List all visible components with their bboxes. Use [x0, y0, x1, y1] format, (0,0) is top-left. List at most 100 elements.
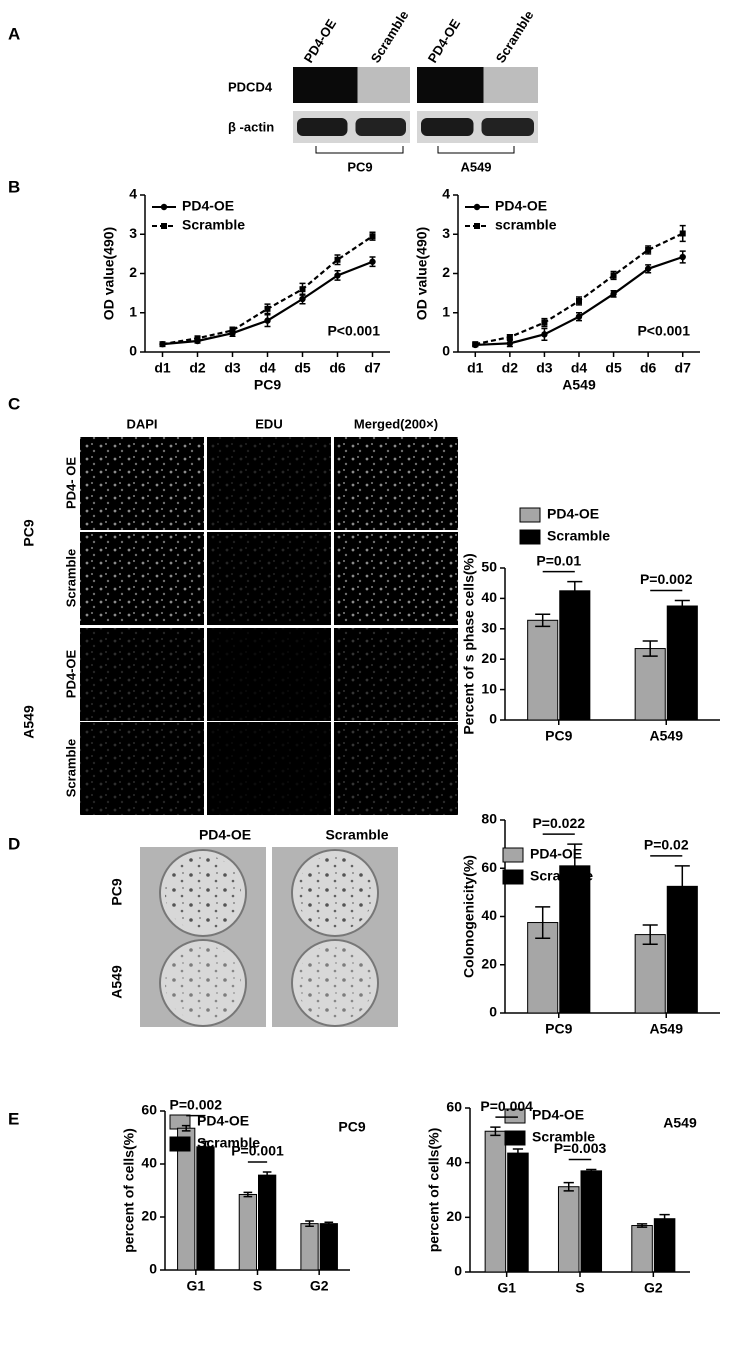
point: [194, 335, 201, 342]
y-tick-label: 4: [442, 186, 450, 202]
bar: [196, 1146, 215, 1271]
bar: [557, 1186, 580, 1273]
bar: [559, 865, 591, 1014]
y-tick-label: 40: [481, 907, 497, 923]
error-bar: [262, 1171, 272, 1180]
image-row-label: Scramble: [63, 549, 78, 608]
x-tick-label: G1: [497, 1280, 516, 1296]
y-axis-label: OD value(490): [101, 227, 117, 320]
image-column-label: DAPI: [126, 416, 157, 431]
fluorescence-cells: [334, 722, 458, 815]
x-tick-label: G2: [644, 1280, 663, 1296]
point: [369, 258, 376, 265]
colonies: [165, 945, 241, 1021]
legend-label: PD4-OE: [532, 1107, 584, 1123]
y-tick-label: 20: [446, 1208, 462, 1224]
x-axis-label: A549: [562, 377, 596, 393]
x-axis-label: PC9: [254, 377, 281, 393]
y-tick-label: 0: [149, 1261, 157, 1277]
error-bar: [490, 1126, 501, 1137]
point: [576, 297, 582, 304]
x-tick-label: d7: [675, 360, 692, 376]
image-group-label: A549: [21, 705, 37, 739]
y-tick-label: 50: [481, 559, 497, 575]
image-row-label: PD4-OE: [63, 649, 78, 698]
legend-label: PD4-OE: [182, 198, 234, 214]
x-tick-label: G2: [310, 1278, 329, 1294]
bar: [634, 648, 666, 721]
point: [645, 246, 652, 253]
p-value: P=0.003: [554, 1140, 607, 1156]
x-tick-label: S: [253, 1278, 262, 1294]
y-tick-label: 1: [129, 303, 137, 319]
image-column-label: EDU: [255, 416, 282, 431]
p-value: P=0.002: [170, 1096, 223, 1112]
image-row-label: PC9: [109, 878, 125, 905]
x-tick-label: PC9: [545, 728, 572, 744]
blot-band: [355, 118, 406, 136]
x-tick-label: d5: [294, 360, 311, 376]
fluorescence-cells: [207, 628, 331, 721]
x-tick-label: d2: [502, 360, 519, 376]
fluorescence-cells: [334, 437, 458, 530]
x-tick-label: d3: [536, 360, 553, 376]
legend-label: PD4-OE: [197, 1113, 249, 1129]
p-value: P<0.001: [327, 323, 380, 339]
p-value: P=0.022: [532, 815, 585, 831]
p-value: P=0.004: [480, 1098, 533, 1114]
point: [334, 256, 341, 263]
error-bar: [567, 580, 583, 601]
point: [610, 272, 617, 279]
blot-band: [417, 67, 484, 103]
fluorescence-cells: [80, 532, 204, 625]
fluorescence-cells: [80, 437, 204, 530]
legend-label: Scramble: [532, 1129, 595, 1145]
x-tick-label: d7: [364, 360, 381, 376]
y-tick-label: 0: [442, 343, 450, 359]
fluorescence-cells: [207, 437, 331, 530]
legend-label: PD4-OE: [495, 198, 547, 214]
y-tick-label: 2: [129, 264, 137, 280]
error-bar: [659, 1213, 670, 1224]
point: [334, 272, 341, 279]
bar: [300, 1223, 319, 1271]
point: [679, 230, 686, 237]
x-tick-label: d1: [154, 360, 171, 376]
x-tick-label: S: [575, 1280, 584, 1296]
y-tick-label: 0: [489, 1004, 497, 1020]
error-bar: [674, 865, 690, 908]
panel-label: E: [8, 1109, 19, 1128]
colonies: [297, 855, 373, 931]
error-bar: [305, 1220, 314, 1228]
fluorescence-cells: [80, 628, 204, 721]
blot-band: [481, 118, 534, 136]
bar: [631, 1225, 653, 1273]
error-bar: [512, 1148, 524, 1158]
x-tick-label: A549: [650, 728, 684, 744]
legend-swatch: [519, 529, 541, 545]
point: [644, 265, 652, 272]
group-bracket: [315, 146, 404, 154]
x-tick-label: d1: [467, 360, 484, 376]
panel-label: B: [8, 177, 20, 196]
p-value: P=0.01: [536, 552, 581, 568]
image-group-label: PC9: [21, 519, 37, 546]
x-tick-label: d2: [189, 360, 206, 376]
blot-band: [293, 67, 358, 103]
y-tick-label: 10: [481, 680, 497, 696]
x-tick-label: d5: [605, 360, 622, 376]
point: [610, 290, 617, 298]
bar: [319, 1223, 338, 1271]
x-tick-label: A549: [650, 1021, 684, 1037]
point: [264, 317, 271, 324]
point: [229, 327, 236, 334]
image-column-label: Scramble: [325, 827, 388, 843]
y-tick-label: 0: [489, 711, 497, 727]
y-tick-label: 20: [481, 955, 497, 971]
point: [472, 341, 479, 348]
y-tick-label: 3: [129, 225, 137, 241]
group-label: A549: [460, 159, 491, 174]
blot-band: [421, 118, 474, 136]
x-tick-label: d4: [571, 360, 588, 376]
fluorescence-cells: [207, 532, 331, 625]
